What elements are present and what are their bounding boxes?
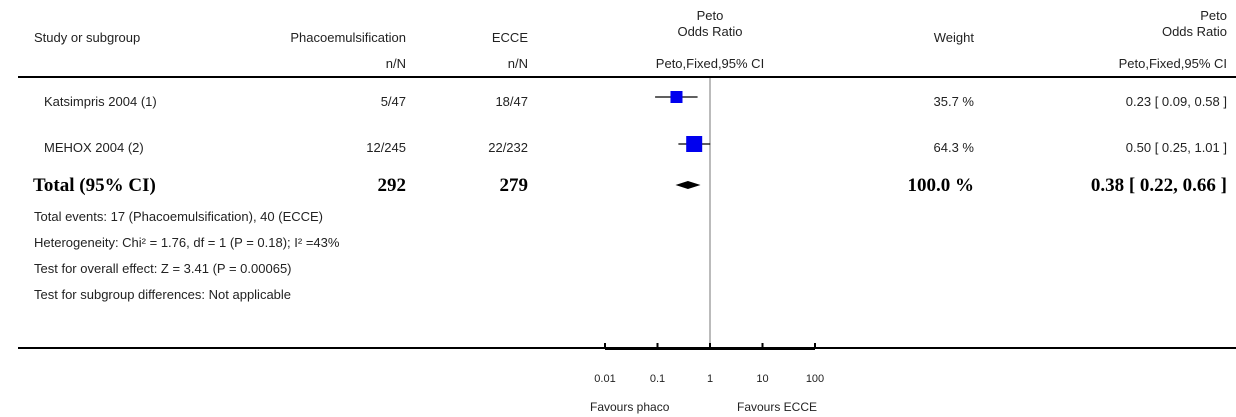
study-marker — [686, 136, 703, 152]
footnote-heterogeneity: Heterogeneity: Chi² = 1.76, df = 1 (P = … — [34, 235, 340, 250]
total-weight: 100.0 % — [907, 175, 975, 196]
x-tick-label: 10 — [756, 373, 768, 385]
footnote-overall: Test for overall effect: Z = 3.41 (P = 0… — [34, 261, 292, 276]
pooled-diamond — [675, 181, 701, 189]
footnote-events: Total events: 17 (Phacoemulsification), … — [34, 209, 324, 224]
header-phacoemulsification: Phacoemulsification — [290, 30, 406, 45]
study-ci: 0.50 [ 0.25, 1.01 ] — [1125, 140, 1227, 155]
study-ecce: 18/47 — [495, 94, 528, 109]
total-ci: 0.38 [ 0.22, 0.66 ] — [1090, 175, 1227, 196]
subheader-phaco: n/N — [385, 56, 406, 71]
favours-left-label: Favours phaco — [590, 400, 670, 414]
header-or2-line2: Odds Ratio — [1161, 24, 1227, 39]
study-ci: 0.23 [ 0.09, 0.58 ] — [1125, 94, 1227, 109]
study-ecce: 22/232 — [488, 140, 528, 155]
footnote-subgroup: Test for subgroup differences: Not appli… — [34, 287, 292, 302]
header-or2-line1: Peto — [1200, 8, 1227, 23]
study-marker — [670, 91, 683, 103]
total-ecce: 279 — [499, 175, 529, 196]
total-phaco: 292 — [377, 175, 407, 196]
study-weight: 64.3 % — [933, 140, 974, 155]
favours-right-label: Favours ECCE — [737, 400, 818, 414]
study-weight: 35.7 % — [933, 94, 974, 109]
subheader-or2: Peto,Fixed,95% CI — [1118, 56, 1227, 71]
study-name: Katsimpris 2004 (1) — [44, 94, 157, 109]
header-or-line1: Peto — [696, 8, 724, 23]
header-rule — [18, 76, 1236, 78]
study-phaco: 12/245 — [366, 140, 406, 155]
study-name: MEHOX 2004 (2) — [44, 140, 144, 155]
header-ecce: ECCE — [491, 30, 528, 45]
total-label: Total (95% CI) — [33, 175, 156, 196]
header-study: Study or subgroup — [34, 30, 141, 45]
subheader-ecce: n/N — [507, 56, 528, 71]
x-tick-label: 0.01 — [594, 373, 615, 385]
study-phaco: 5/47 — [380, 94, 406, 109]
header-weight: Weight — [933, 30, 974, 45]
x-tick-label: 1 — [707, 373, 713, 385]
header-or-line2: Odds Ratio — [677, 24, 743, 39]
x-tick-label: 0.1 — [650, 373, 665, 385]
subheader-or: Peto,Fixed,95% CI — [655, 56, 765, 71]
x-tick-label: 100 — [806, 373, 824, 385]
